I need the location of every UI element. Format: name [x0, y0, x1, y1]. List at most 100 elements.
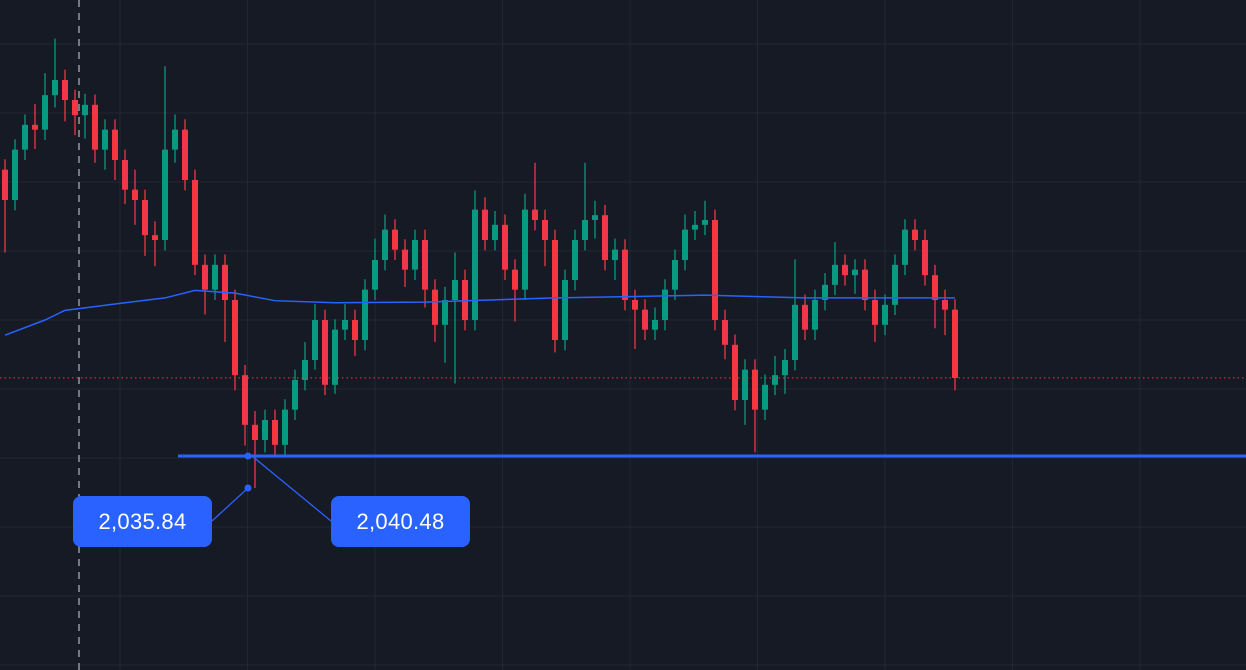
candle — [332, 319, 338, 394]
candle — [32, 104, 38, 149]
candle — [192, 169, 198, 276]
candle-body — [182, 129, 188, 180]
candle-body — [452, 280, 458, 300]
candle-body — [12, 149, 18, 200]
candle-body — [492, 224, 498, 240]
candle-body — [272, 420, 278, 445]
candle — [942, 289, 948, 336]
candle-body — [952, 309, 958, 378]
candle — [822, 273, 828, 311]
candle-body — [602, 215, 608, 260]
candle — [72, 89, 78, 136]
overlays — [0, 289, 1246, 522]
candle — [912, 219, 918, 251]
candle — [732, 334, 738, 411]
candle — [2, 159, 8, 253]
candle — [422, 229, 428, 308]
candle — [212, 254, 218, 300]
candle-body — [72, 100, 78, 116]
candle — [552, 229, 558, 353]
candle — [662, 279, 668, 331]
candle-body — [812, 300, 818, 330]
candle — [692, 211, 698, 240]
candles — [2, 38, 958, 488]
candle-body — [782, 360, 788, 376]
candle — [932, 264, 938, 329]
candle-body — [662, 289, 668, 320]
low-price-label[interactable]: 2,035.84 — [73, 496, 212, 547]
candle — [222, 254, 228, 343]
candle — [452, 252, 458, 384]
candle-body — [332, 329, 338, 385]
candle — [312, 304, 318, 370]
candle — [162, 66, 168, 251]
candle-body — [642, 309, 648, 330]
candle-body — [282, 409, 288, 445]
candle — [622, 239, 628, 311]
candle — [742, 359, 748, 425]
candle-body — [732, 344, 738, 400]
candle — [402, 239, 408, 287]
candle-body — [902, 229, 908, 265]
candle-body — [22, 124, 28, 150]
candle — [112, 119, 118, 180]
candle-body — [62, 80, 68, 100]
candle-body — [142, 200, 148, 236]
candle-body — [462, 280, 468, 320]
candle — [522, 193, 528, 300]
candle-body — [582, 220, 588, 240]
candle-body — [672, 260, 678, 290]
candle — [542, 209, 548, 267]
candle — [392, 219, 398, 260]
candle-body — [122, 160, 128, 190]
candle — [882, 294, 888, 336]
candle-body — [882, 304, 888, 325]
candle — [22, 114, 28, 160]
candle-body — [932, 275, 938, 300]
candle-body — [302, 360, 308, 380]
candle — [142, 189, 148, 256]
candle — [602, 204, 608, 271]
candle-body — [572, 240, 578, 280]
candle-body — [542, 220, 548, 240]
candle — [842, 254, 848, 286]
low-point-marker — [244, 484, 252, 492]
candle-body — [52, 80, 58, 96]
candle — [282, 399, 288, 456]
candle-body — [192, 180, 198, 265]
candle-body — [392, 229, 398, 250]
candle-body — [32, 124, 38, 130]
candle — [472, 190, 478, 331]
moving-average-line — [4, 289, 955, 336]
candle — [372, 238, 378, 300]
candle — [322, 309, 328, 396]
candle-body — [402, 249, 408, 270]
candle — [832, 242, 838, 296]
candle-body — [552, 240, 558, 340]
candle — [502, 214, 508, 280]
candle — [712, 209, 718, 331]
candle-body — [92, 104, 98, 150]
line-price-label[interactable]: 2,040.48 — [331, 496, 470, 547]
candle — [792, 259, 798, 371]
candle-body — [322, 320, 328, 385]
candle-body — [162, 149, 168, 240]
candle-body — [612, 249, 618, 260]
candle-body — [622, 249, 628, 300]
candle-body — [252, 424, 258, 440]
candle — [702, 200, 708, 236]
candle — [342, 304, 348, 340]
candle — [362, 279, 368, 351]
candle-body — [412, 240, 418, 270]
candle — [582, 162, 588, 251]
candle — [492, 211, 498, 251]
candle-body — [772, 375, 778, 385]
candle-body — [752, 369, 758, 410]
candle — [642, 299, 648, 340]
candle — [272, 409, 278, 456]
candle — [852, 259, 858, 294]
candle — [592, 200, 598, 239]
line-label-connector — [251, 455, 332, 522]
candle — [152, 221, 158, 267]
